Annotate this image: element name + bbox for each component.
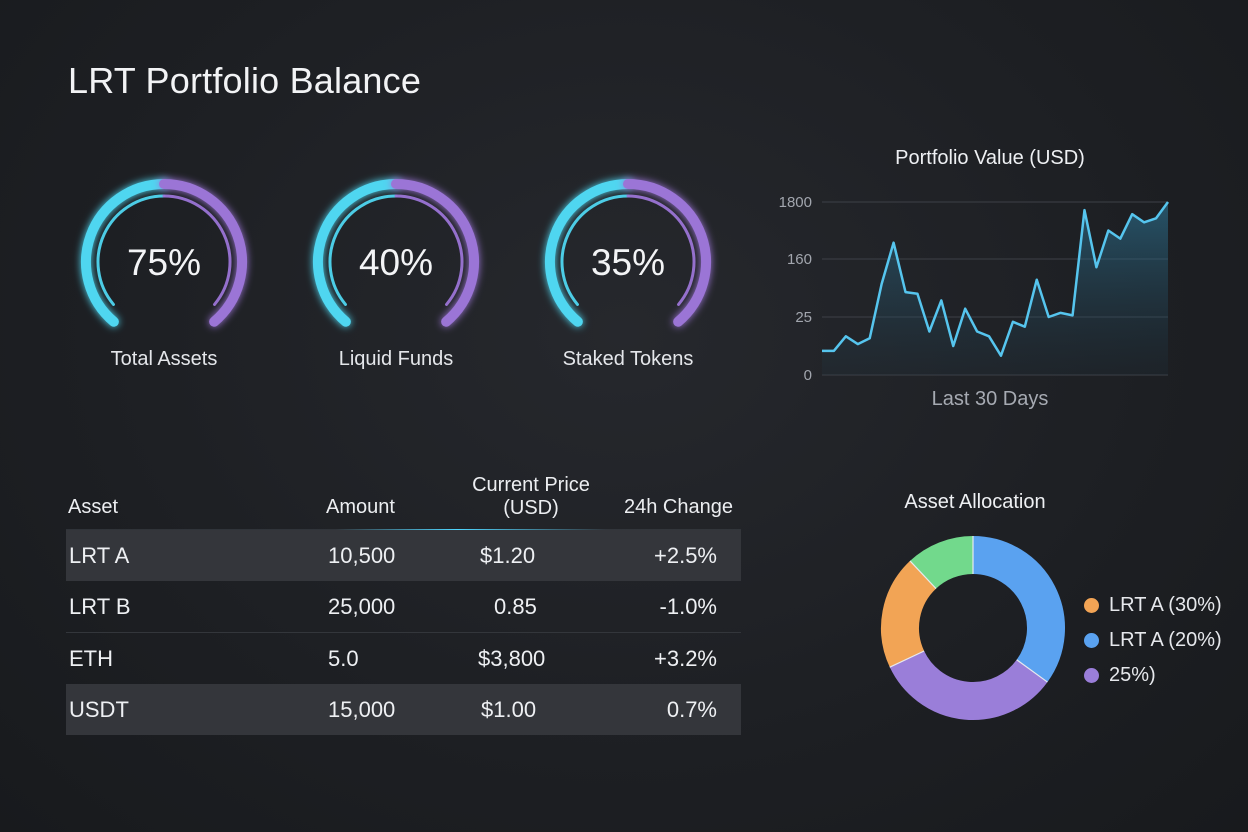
gauge-label: Liquid Funds xyxy=(338,348,454,370)
gauge-ring xyxy=(313,179,479,327)
area-fill xyxy=(822,202,1168,375)
asset-allocation-chart: Asset Allocation LRT A (30%) LRT A (20%)… xyxy=(860,480,1248,740)
donut-slice-blue xyxy=(972,536,1065,683)
legend-item: LRT A (30%) xyxy=(1084,594,1222,617)
cell-amount: 25,000 xyxy=(328,594,396,619)
y-tick-label: 1800 xyxy=(779,194,812,211)
header-change: 24h Change xyxy=(624,496,733,518)
y-tick-label: 160 xyxy=(787,251,812,268)
x-axis-label: Last 30 Days xyxy=(931,388,1049,410)
cell-price: $3,800 xyxy=(478,646,546,671)
donut-slice-orange xyxy=(881,560,937,668)
gauge-inner-arc-cyan xyxy=(328,194,398,306)
gauge-inner-arc-purple xyxy=(394,194,464,306)
line-chart-svg: 1800 160 25 0 xyxy=(779,194,1170,384)
cell-change: +3.2% xyxy=(654,646,717,671)
gauge-value: 40% xyxy=(358,242,434,283)
gauge-ring xyxy=(545,179,711,327)
portfolio-value-chart: Portfolio Value (USD) 1800 160 25 0 Last 30… xyxy=(760,140,1190,430)
legend-item: LRT A (20%) xyxy=(1084,629,1222,652)
gauge-arc-cyan xyxy=(313,179,401,327)
gauge-arc-purple xyxy=(391,179,479,327)
cell-change: +2.5% xyxy=(654,543,717,568)
table-row[interactable]: LRT B 25,000 0.85 -1.0% xyxy=(66,581,741,633)
gauge-label: Staked Tokens xyxy=(562,348,694,370)
legend-label: 25%) xyxy=(1109,664,1156,686)
gauge-arc-purple xyxy=(623,179,711,327)
gauge-inner-arc-cyan xyxy=(560,194,630,306)
cell-asset: LRT B xyxy=(69,594,131,619)
gauge-liquid-funds: 40% Liquid Funds xyxy=(306,170,486,370)
cell-amount: 15,000 xyxy=(328,697,396,722)
gauge-arc-cyan xyxy=(81,179,169,327)
gauge-staked-tokens: 35% Staked Tokens xyxy=(538,170,718,370)
cell-amount: 10,500 xyxy=(328,543,396,568)
cell-amount: 5.0 xyxy=(328,646,359,671)
table-row[interactable]: LRT A 10,500 $1.20 +2.5% xyxy=(66,530,741,581)
legend-swatch xyxy=(1084,668,1099,683)
legend-swatch xyxy=(1084,598,1099,613)
legend-label: LRT A (30%) xyxy=(1109,594,1222,616)
slice-separator xyxy=(909,560,937,590)
gauge-total-assets: 75% Total Assets xyxy=(74,170,254,370)
header-price: Current Price (USD) xyxy=(456,474,606,520)
gauge-arc-purple xyxy=(159,179,247,327)
table-row[interactable]: USDT 15,000 $1.00 0.7% xyxy=(66,684,741,735)
legend-item: 25%) xyxy=(1084,664,1156,687)
donut-slice-violet xyxy=(889,650,1048,720)
donut-svg xyxy=(881,536,1065,720)
header-amount: Amount xyxy=(326,496,395,518)
chart-title: Portfolio Value (USD) xyxy=(895,147,1085,169)
cell-asset: USDT xyxy=(69,697,129,722)
cell-asset: LRT A xyxy=(69,543,130,568)
cell-asset: ETH xyxy=(69,646,113,671)
slice-separator xyxy=(1016,659,1048,683)
gauge-label: Total Assets xyxy=(110,348,218,370)
gauge-ring xyxy=(81,179,247,327)
page-title: LRT Portfolio Balance xyxy=(68,60,422,101)
series-line xyxy=(822,201,1170,357)
gauge-inner-arc-purple xyxy=(162,194,232,306)
y-tick-label: 25 xyxy=(795,309,812,326)
legend-label: LRT A (20%) xyxy=(1109,629,1222,651)
asset-table: Asset Amount Current Price (USD) 24h Cha… xyxy=(66,470,741,735)
gauge-arc-cyan xyxy=(545,179,633,327)
header-price-line2: (USD) xyxy=(503,497,559,519)
legend-swatch xyxy=(1084,633,1099,648)
cell-change: 0.7% xyxy=(666,697,717,722)
gauge-value: 75% xyxy=(126,242,202,283)
cell-price: 0.85 xyxy=(494,594,537,619)
cell-change: -1.0% xyxy=(659,594,717,619)
table-header: Asset Amount Current Price (USD) 24h Cha… xyxy=(66,470,741,531)
header-price-line1: Current Price xyxy=(472,474,590,496)
table-row[interactable]: ETH 5.0 $3,800 +3.2% xyxy=(66,633,741,684)
chart-title: Asset Allocation xyxy=(904,491,1046,513)
cell-price: $1.00 xyxy=(481,697,537,722)
donut-slice-green xyxy=(910,536,974,590)
y-tick-label: 0 xyxy=(804,367,812,384)
header-asset: Asset xyxy=(68,496,119,518)
gauge-inner-arc-purple xyxy=(626,194,696,306)
slice-separator xyxy=(889,650,925,668)
gauge-inner-arc-cyan xyxy=(96,194,166,306)
gauge-value: 35% xyxy=(590,242,666,283)
cell-price: $1.20 xyxy=(480,543,536,568)
